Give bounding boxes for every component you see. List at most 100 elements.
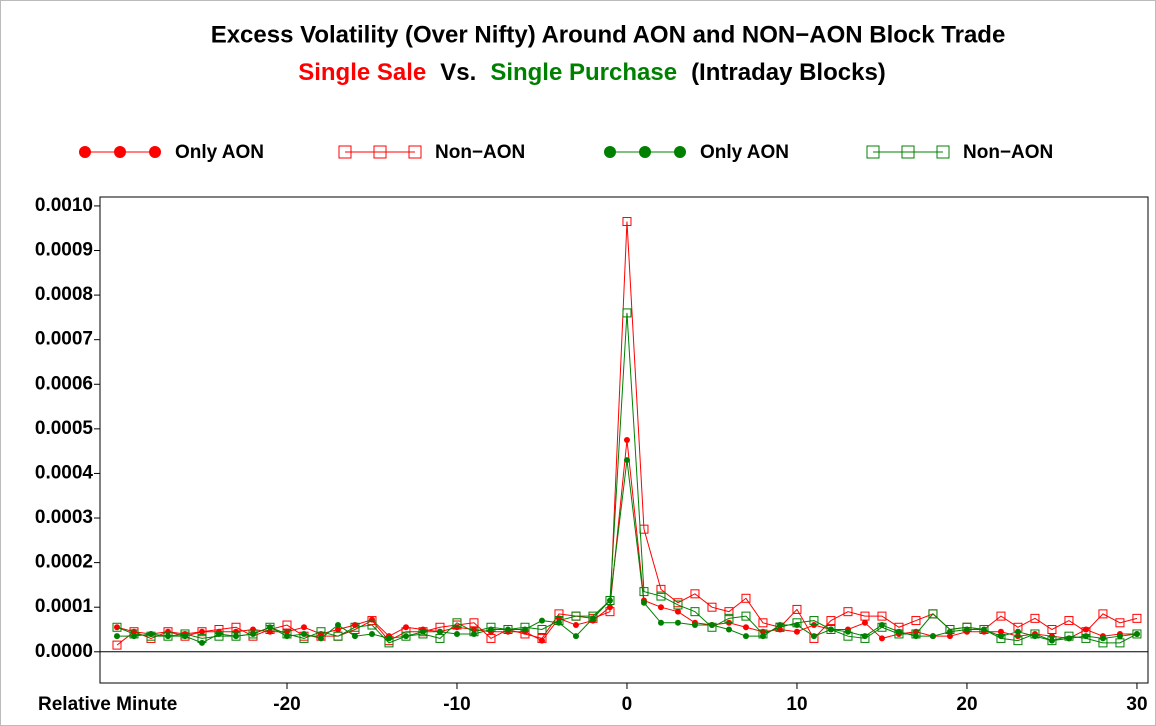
x-tick-label: 30 xyxy=(1126,694,1147,715)
point xyxy=(1098,609,1108,619)
point xyxy=(248,629,258,639)
point xyxy=(231,622,241,632)
x-tick-label: -10 xyxy=(443,694,470,715)
point xyxy=(1132,629,1142,639)
point xyxy=(792,618,802,628)
point xyxy=(997,628,1004,635)
point xyxy=(878,635,885,642)
x-tick-label: 0 xyxy=(622,694,633,715)
subtitle-part: (Intraday Blocks) xyxy=(691,59,886,86)
point xyxy=(112,622,122,632)
point xyxy=(691,622,698,629)
point xyxy=(334,622,341,629)
point xyxy=(793,628,800,635)
point xyxy=(639,587,649,597)
point xyxy=(860,611,870,621)
point xyxy=(928,609,938,619)
point xyxy=(300,624,307,631)
point xyxy=(334,626,341,633)
point xyxy=(690,589,700,599)
legend-marker xyxy=(338,145,352,159)
point xyxy=(180,629,190,639)
point xyxy=(452,618,462,628)
point xyxy=(588,611,598,621)
point xyxy=(623,437,630,443)
x-axis-label: Relative Minute xyxy=(38,694,177,715)
point xyxy=(996,633,1006,643)
legend-marker xyxy=(604,146,616,158)
chart-title: Excess Volatility (Over Nifty) Around AO… xyxy=(211,21,1006,48)
point xyxy=(843,607,853,617)
subtitle-part: Single Sale xyxy=(298,59,426,86)
point xyxy=(486,622,496,632)
legend-marker xyxy=(936,145,950,159)
plot-frame xyxy=(99,196,1149,684)
point xyxy=(317,635,324,642)
point xyxy=(979,624,989,634)
point xyxy=(469,618,479,628)
point xyxy=(775,622,785,632)
point xyxy=(962,622,972,632)
point xyxy=(623,457,630,464)
point xyxy=(741,611,751,621)
point xyxy=(724,613,734,623)
point xyxy=(333,631,343,641)
point xyxy=(1098,638,1108,648)
point xyxy=(350,622,360,632)
point xyxy=(538,617,545,624)
legend-marker xyxy=(866,145,880,159)
point xyxy=(758,618,768,628)
point xyxy=(657,604,664,611)
point xyxy=(877,622,887,632)
x-tick-label: 20 xyxy=(956,694,977,715)
legend-marker xyxy=(114,146,126,158)
point xyxy=(826,624,836,634)
point xyxy=(486,633,496,643)
point xyxy=(316,627,326,637)
point xyxy=(1115,618,1125,628)
point xyxy=(656,584,666,594)
legend-label: Non−AON xyxy=(435,142,525,163)
point xyxy=(1030,629,1040,639)
legend-marker xyxy=(901,145,915,159)
point xyxy=(163,631,173,641)
point xyxy=(741,593,751,603)
y-tick-label: 0.0005 xyxy=(35,418,94,439)
point xyxy=(674,608,681,615)
series-line xyxy=(116,460,1138,644)
point xyxy=(724,607,734,617)
point xyxy=(368,630,375,637)
point xyxy=(1014,628,1021,635)
point xyxy=(843,631,853,641)
point xyxy=(826,616,836,626)
point xyxy=(945,624,955,634)
point xyxy=(1064,631,1074,641)
point xyxy=(113,633,120,640)
point xyxy=(1047,624,1057,634)
point xyxy=(690,607,700,617)
point xyxy=(861,619,868,626)
point xyxy=(129,629,139,639)
chart-subtitle: Single Sale Vs. Single Purchase (Intraday B… xyxy=(298,59,886,86)
point xyxy=(572,633,579,640)
y-tick-label: 0.0009 xyxy=(35,240,93,261)
point xyxy=(537,633,547,643)
legend-marker xyxy=(639,146,651,158)
point xyxy=(622,308,632,318)
point xyxy=(929,633,936,640)
point xyxy=(911,629,921,639)
point xyxy=(436,628,443,635)
subtitle-part: Vs. xyxy=(440,59,476,86)
y-tick-label: 0.0010 xyxy=(35,195,93,216)
legend-marker xyxy=(79,146,91,158)
y-tick-label: 0.0000 xyxy=(35,641,93,662)
point xyxy=(622,217,632,227)
point xyxy=(792,604,802,614)
y-tick-label: 0.0006 xyxy=(35,373,93,394)
point xyxy=(877,611,887,621)
point xyxy=(401,631,411,641)
point xyxy=(554,616,564,626)
point xyxy=(351,633,358,640)
point xyxy=(605,607,615,617)
